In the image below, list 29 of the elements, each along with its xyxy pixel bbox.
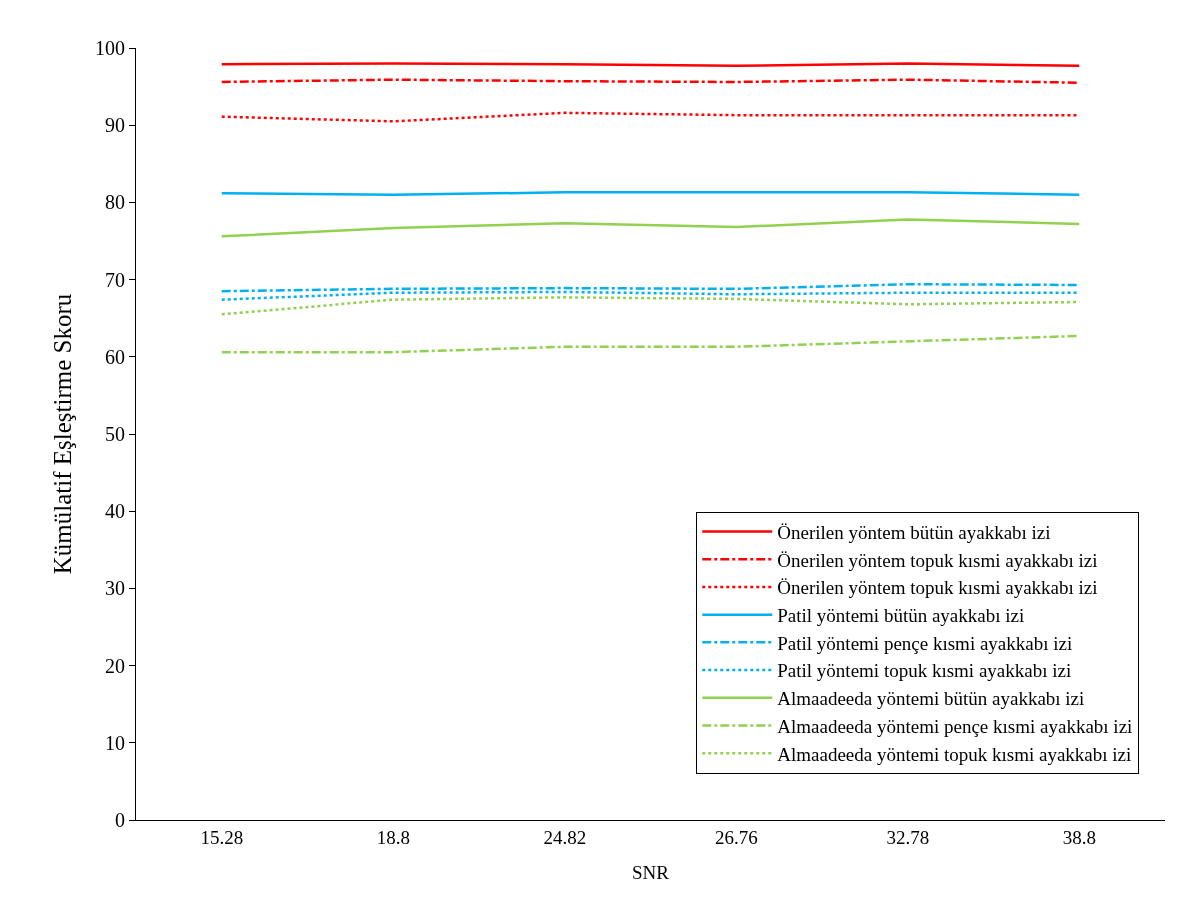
y-tick-label: 70: [105, 268, 125, 291]
x-tick-label: 38.8: [1062, 826, 1096, 848]
y-tick-label: 90: [105, 114, 125, 137]
legend-label: Patil yöntemi topuk kısmi ayakkabı izi: [777, 660, 1072, 682]
x-tick-label: 26.76: [714, 826, 758, 848]
x-tick-label: 18.8: [376, 826, 410, 848]
y-tick-label: 20: [105, 654, 125, 677]
legend-label: Almaadeeda yöntemi pençe kısmi ayakkabı izi: [777, 715, 1133, 737]
x-tick-label: 24.82: [543, 826, 587, 848]
legend-label: Patil yöntemi pençe kısmi ayakkabı izi: [777, 632, 1073, 654]
x-tick-label: 15.28: [200, 826, 244, 848]
y-tick-label: 0: [115, 809, 125, 831]
y-tick-label: 30: [105, 577, 125, 600]
legend-label: Önerilen yöntem topuk kısmi ayakkabı izi: [777, 549, 1098, 571]
y-tick-label: 60: [105, 345, 125, 368]
y-tick-label: 10: [105, 731, 125, 754]
y-tick-label: 80: [105, 191, 125, 214]
line-series: [220, 218, 1081, 238]
legend-label: Patil yöntemi bütün ayakkabı izi: [777, 605, 1025, 627]
y-tick-label: 100: [95, 37, 125, 59]
y-tick-label: 40: [105, 500, 125, 523]
y-tick-label: 50: [105, 423, 125, 445]
legend-label: Önerilen yöntem bütün ayakkabı izi: [777, 521, 1051, 543]
legend-label: Önerilen yöntem topuk kısmi ayakkabı izi: [777, 577, 1098, 599]
x-axis-title: SNR: [632, 861, 670, 883]
y-axis-title: Kümülatif Eşleştirme Skoru: [48, 293, 76, 575]
legend-label: Almaadeeda yöntemi topuk kısmi ayakkabı izi: [777, 743, 1132, 765]
x-tick-label: 32.78: [886, 826, 930, 848]
legend-label: Almaadeeda yöntemi bütün ayakkabı izi: [777, 688, 1085, 710]
